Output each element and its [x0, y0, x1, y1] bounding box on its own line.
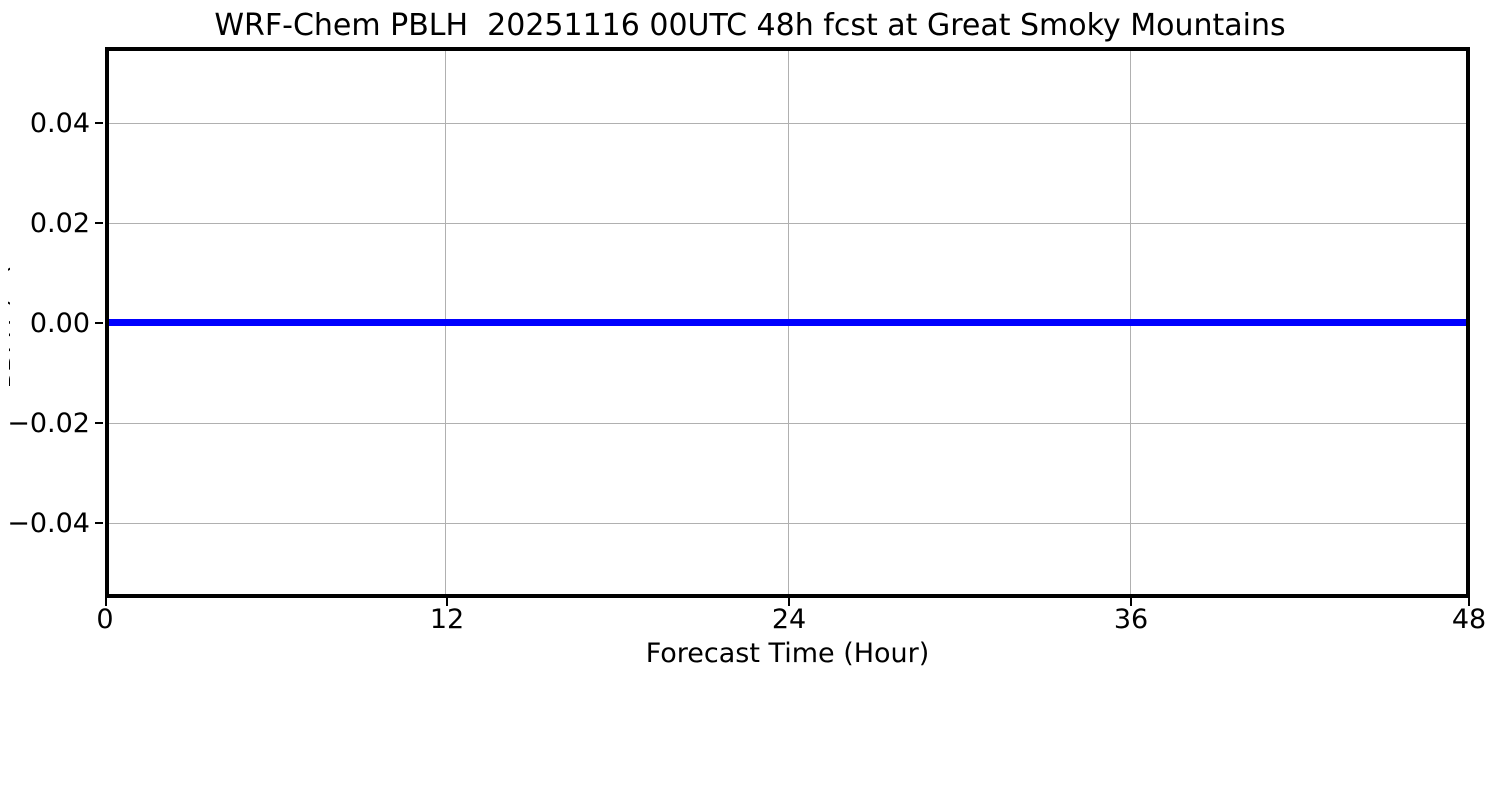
x-tick-mark-0 — [105, 598, 107, 606]
y-tick-label-0: 0.04 — [29, 108, 90, 139]
y-tick-label-4: −0.04 — [7, 508, 90, 539]
y-tick-label-2: 0.00 — [29, 308, 90, 339]
gridline-horizontal-0 — [109, 123, 1466, 124]
x-tick-mark-4 — [1468, 598, 1470, 606]
y-tick-mark-4 — [95, 522, 103, 524]
gridline-horizontal-1 — [109, 223, 1466, 224]
x-tick-label-3: 36 — [1113, 604, 1149, 635]
y-tick-mark-2 — [95, 322, 103, 324]
gridline-horizontal-4 — [109, 523, 1466, 524]
gridline-horizontal-3 — [109, 423, 1466, 424]
page-title: WRF-Chem PBLH 20251116 00UTC 48h fcst at… — [214, 8, 1286, 43]
x-tick-mark-3 — [1130, 598, 1132, 606]
x-tick-mark-1 — [446, 598, 448, 606]
x-tick-label-1: 12 — [429, 604, 465, 635]
plot-area — [105, 47, 1470, 598]
series-layer — [109, 51, 1466, 594]
x-axis-label: Forecast Time (Hour) — [645, 638, 930, 669]
y-tick-mark-3 — [95, 422, 103, 424]
x-tick-label-0: 0 — [96, 604, 114, 635]
y-tick-mark-1 — [95, 222, 103, 224]
x-tick-label-4: 48 — [1451, 604, 1487, 635]
y-tick-label-1: 0.02 — [29, 208, 90, 239]
y-tick-label-3: −0.02 — [7, 408, 90, 439]
x-tick-label-2: 24 — [771, 604, 807, 635]
y-tick-mark-0 — [95, 122, 103, 124]
x-tick-mark-2 — [788, 598, 790, 606]
